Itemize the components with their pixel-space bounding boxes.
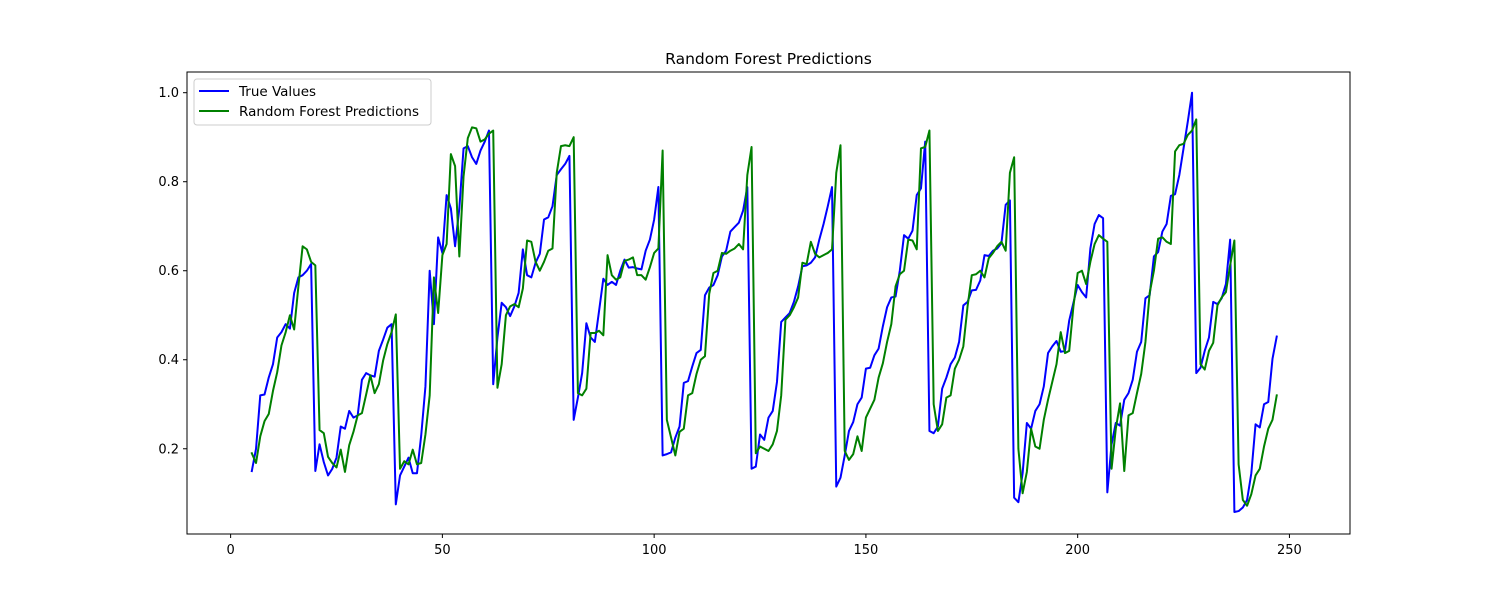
x-tick-label: 200 [1065, 543, 1090, 558]
x-tick-label: 50 [434, 543, 451, 558]
legend: True Values Random Forest Predictions [193, 78, 432, 126]
x-tick-label: 150 [853, 543, 878, 558]
legend-box [193, 78, 432, 126]
y-tick-label: 0.8 [158, 175, 179, 190]
legend-label: Random Forest Predictions [239, 104, 419, 120]
y-tick-label: 0.4 [158, 353, 179, 368]
x-tick-label: 100 [642, 543, 667, 558]
x-tick-label: 250 [1277, 543, 1302, 558]
y-tick-label: 0.6 [158, 264, 179, 279]
axes-frame [186, 71, 1351, 535]
series-line-random-forest-predictions [250, 118, 1278, 507]
x-tick-label: 0 [226, 543, 234, 558]
series-line-true-values [250, 91, 1278, 513]
chart-title: Random Forest Predictions [665, 50, 872, 68]
axes: 0 50 100 150 200 250 0.2 0.4 0.6 0.8 1.0 [158, 71, 1351, 558]
legend-label: True Values [238, 84, 316, 100]
y-tick-label: 0.2 [158, 442, 179, 457]
y-tick-label: 1.0 [158, 86, 179, 101]
plot-area [250, 91, 1278, 513]
